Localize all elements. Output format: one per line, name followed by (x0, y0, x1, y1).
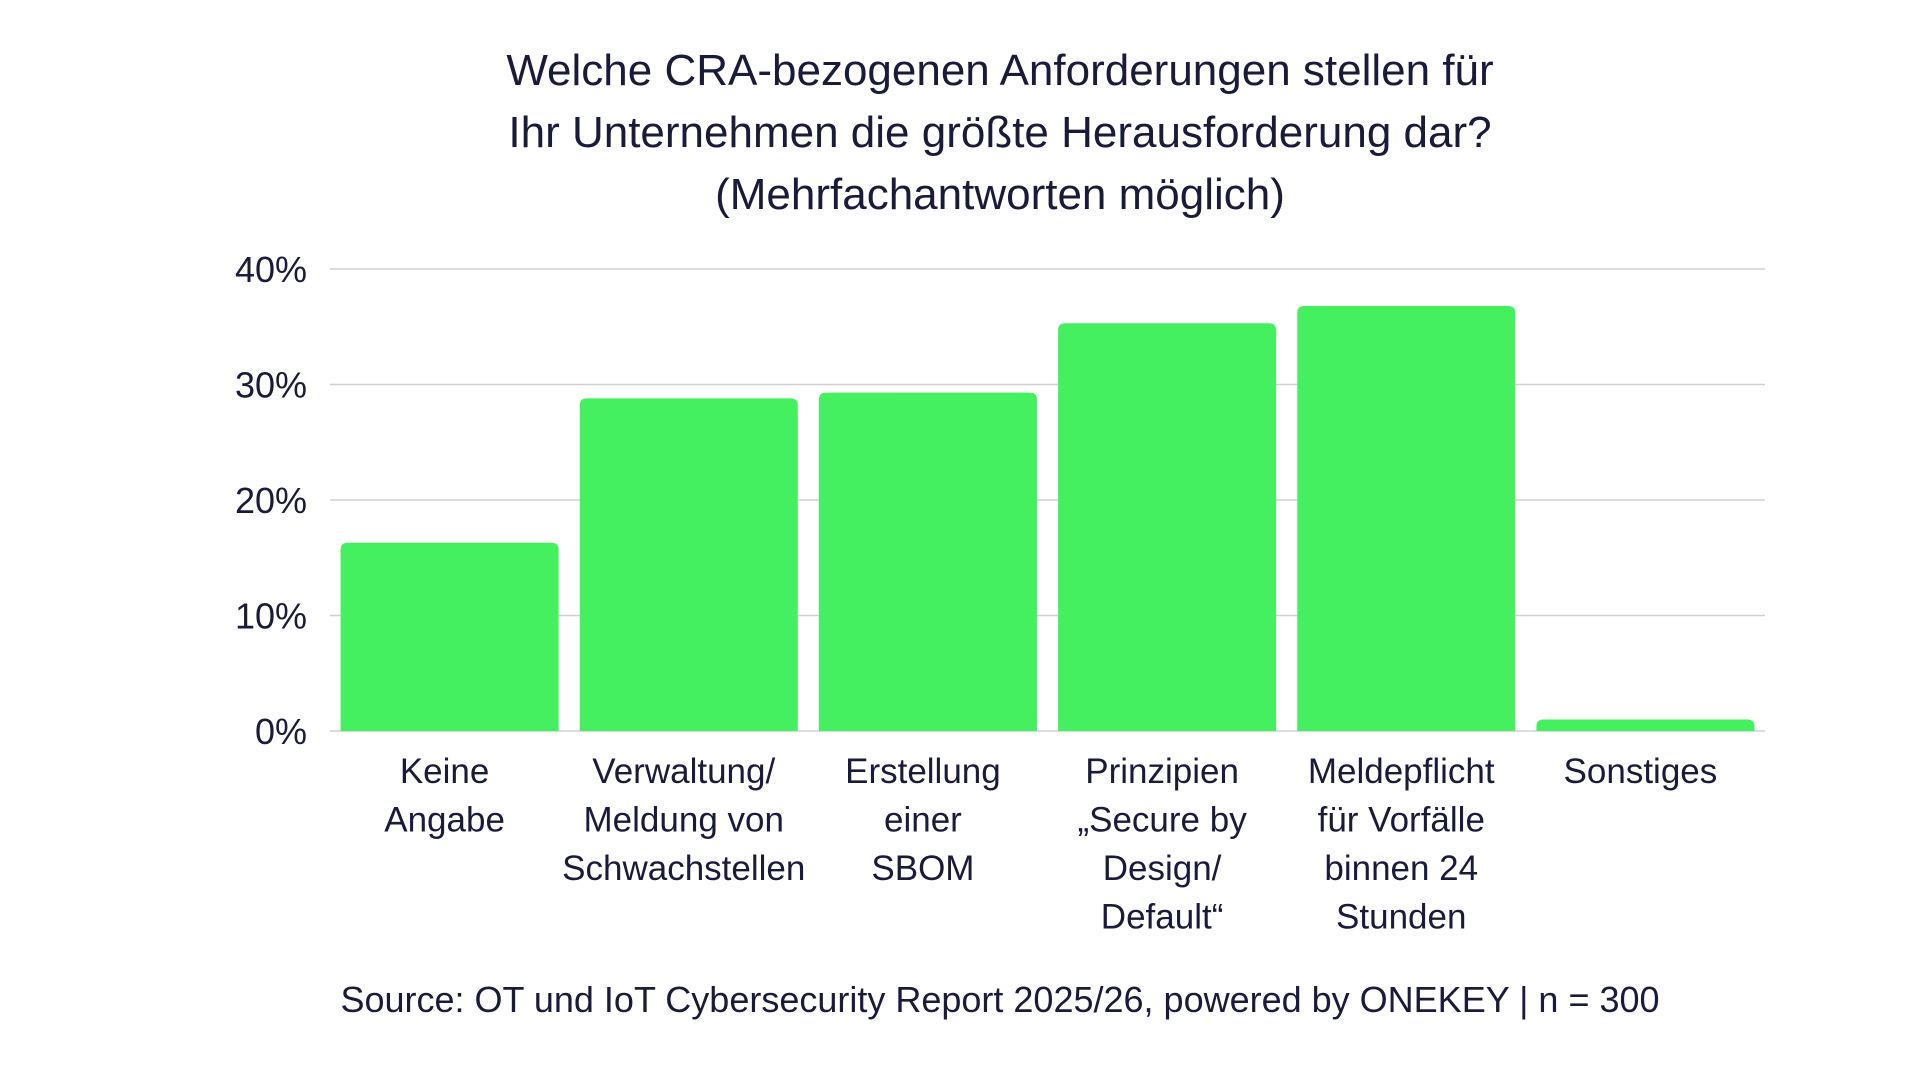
x-category-label: SBOM (871, 849, 974, 888)
x-category-label: Design/ (1103, 849, 1222, 888)
x-category-label: einer (884, 801, 962, 840)
gridlines (330, 268, 1765, 732)
x-category-label: Erstellung (845, 752, 1001, 791)
bar (818, 392, 1037, 731)
x-category-label: Meldepflicht (1308, 752, 1495, 791)
x-category-label: Angabe (384, 801, 505, 840)
y-tick-label: 30% (235, 365, 307, 406)
x-category-label: Meldung von (584, 801, 784, 840)
bar (1297, 305, 1516, 731)
y-tick-label: 10% (235, 596, 307, 637)
source-note: Source: OT und IoT Cybersecurity Report … (340, 979, 1659, 1020)
x-category-label: Verwaltung/ (592, 752, 775, 791)
x-category-label: „Secure by (1077, 801, 1247, 840)
x-category-label: für Vorfälle (1318, 801, 1485, 840)
x-category-label: Stunden (1336, 898, 1466, 937)
x-category-label: Schwachstellen (562, 849, 805, 888)
y-tick-label: 40% (235, 249, 307, 290)
bar (1536, 719, 1755, 731)
x-category-label: binnen 24 (1324, 849, 1478, 888)
bars (340, 305, 1755, 731)
chart-title-line: Ihr Unternehmen die größte Herausforderu… (508, 108, 1491, 157)
x-category-label: Prinzipien (1085, 752, 1239, 791)
chart-title: Welche CRA-bezogenen Anforderungen stell… (506, 46, 1493, 219)
x-axis-categories: Keine Angabe Verwaltung/Meldung von Schwach… (384, 752, 1717, 937)
bar (579, 398, 798, 731)
x-category-label: Keine (400, 752, 490, 791)
chart-title-line: (Mehrfachantworten möglich) (715, 170, 1285, 219)
x-category-label: Default“ (1101, 898, 1224, 937)
x-category-label: Sonstiges (1564, 752, 1718, 791)
bar (1058, 323, 1277, 731)
y-tick-label: 0% (255, 711, 307, 752)
bar (340, 542, 559, 731)
y-axis-ticks: 0% 10% 20% 30% 40% (235, 249, 307, 752)
chart-title-line: Welche CRA-bezogenen Anforderungen stell… (506, 46, 1493, 95)
y-tick-label: 20% (235, 480, 307, 521)
